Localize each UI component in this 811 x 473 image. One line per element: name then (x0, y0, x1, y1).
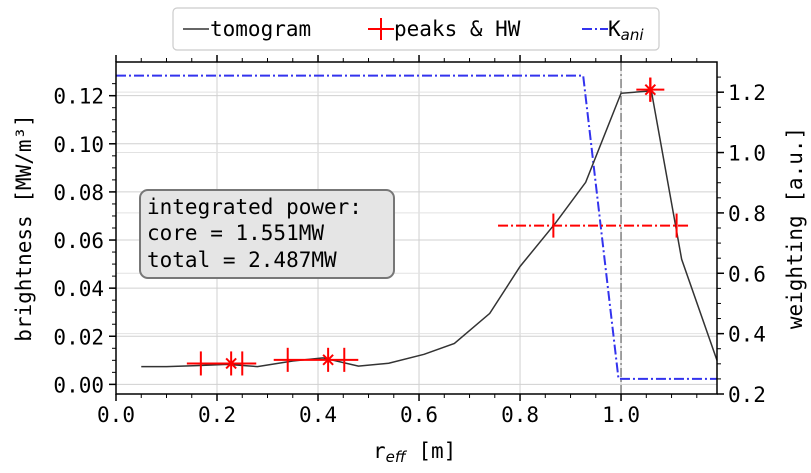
annotation-line-3: total = 2.487MW (147, 248, 337, 272)
annotation-box (139, 189, 395, 279)
y-axis-label: brightness [MW/m³] (12, 114, 36, 342)
peak-1-marker-b (322, 354, 334, 366)
y-tick-label-0: 0.00 (53, 373, 104, 397)
y2-tick-label-0: 0.2 (728, 383, 766, 407)
axes: 0.0 0.2 0.4 0.6 0.8 1.0 0.00 0.02 0.04 0.06 0.08 0.… (53, 55, 766, 427)
integrated-power-box: integrated power: core = 1.551MW total =… (139, 189, 395, 279)
peak-2-marker-b (644, 83, 657, 96)
x-tick-label-0: 0.0 (97, 403, 135, 427)
y-tick-label-5: 0.10 (53, 133, 104, 157)
legend-tomogram-label: tomogram (210, 17, 311, 41)
y-tick-label-1: 0.02 (53, 325, 104, 349)
y2-tick-label-5: 1.2 (728, 81, 766, 105)
legend-peaks-marker (368, 18, 394, 40)
peak-1 (273, 347, 359, 372)
y2-tick-label-3: 0.8 (728, 202, 766, 226)
edge-peak (498, 213, 689, 238)
legend-kani-label: Kani (608, 17, 644, 44)
kani-line (116, 74, 717, 380)
x-axis-label: reff [m] (373, 439, 456, 466)
x-tick-label-3: 0.6 (400, 403, 438, 427)
y2-axis-label: weighting [a.u.] (783, 127, 807, 329)
peak-0 (186, 351, 257, 376)
x-axis-label-sub: eff (386, 448, 408, 466)
peak-2 (636, 77, 665, 102)
x-tick-label-4: 0.8 (501, 403, 539, 427)
x-tick-label-2: 0.4 (299, 403, 337, 427)
y2-tick-label-4: 1.0 (728, 142, 766, 166)
x-tick-label-5: 1.0 (602, 403, 640, 427)
y2-tick-label-1: 0.4 (728, 323, 766, 347)
legend-box (172, 7, 660, 51)
y-tick-label-3: 0.06 (53, 229, 104, 253)
x-axis-label-main: r (373, 439, 386, 463)
annotation-line-2: core = 1.551MW (147, 221, 324, 245)
x-axis-label-unit: [m] (406, 439, 457, 463)
series (116, 62, 718, 394)
y-tick-label-4: 0.08 (53, 181, 104, 205)
legend-kani-main: K (608, 17, 621, 41)
legend: tomogram peaks & HW Kani (172, 7, 660, 51)
legend-kani-sub: ani (621, 26, 645, 44)
peak-0-marker-b (225, 357, 237, 370)
y-tick-label-6: 0.12 (53, 85, 104, 109)
annotation-line-1: integrated power: (147, 195, 362, 219)
x-tick-label-1: 0.2 (198, 403, 236, 427)
legend-peaks-label: peaks & HW (394, 17, 521, 41)
y-tick-label-2: 0.04 (53, 277, 104, 301)
y2-tick-label-2: 0.6 (728, 262, 766, 286)
